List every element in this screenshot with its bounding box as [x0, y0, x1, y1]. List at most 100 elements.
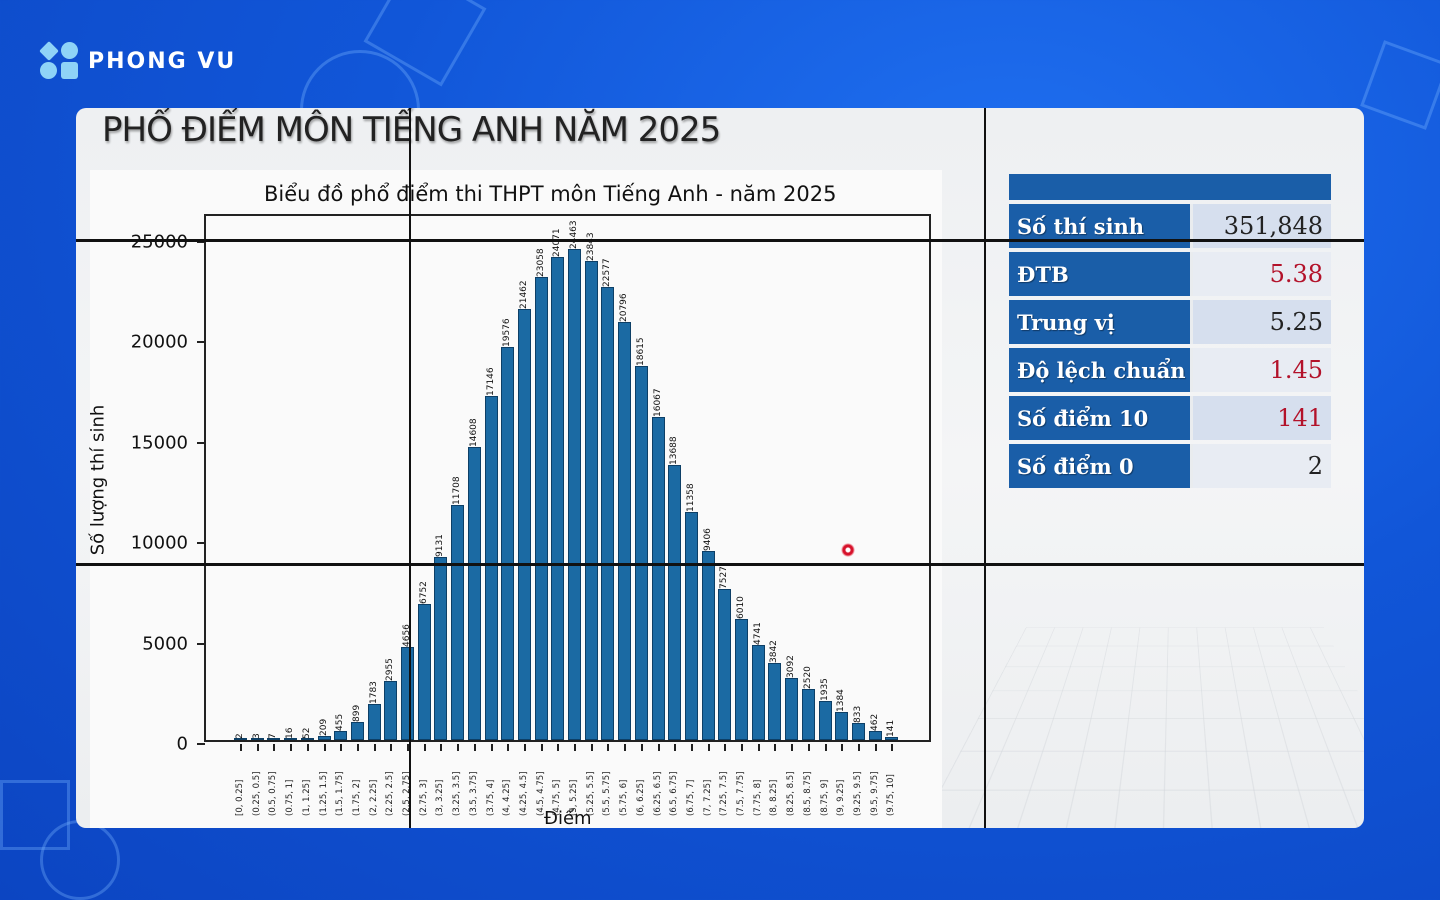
- x-tick-label: (3.25, 3.5]: [452, 771, 463, 816]
- histogram-bar: [584, 261, 598, 740]
- bar-value-label: 4741: [752, 621, 763, 645]
- bar-value-label: 833: [852, 706, 863, 724]
- histogram-bar: [284, 738, 298, 740]
- histogram-bar: [768, 662, 782, 740]
- histogram-bar: [885, 737, 899, 740]
- bar-value-label: 6010: [736, 596, 746, 620]
- bar-value-label: 7: [268, 733, 279, 739]
- screen-seam-line: [984, 108, 986, 828]
- x-tick-label: (4.5, 4.75]: [535, 771, 546, 816]
- x-tick: [891, 744, 894, 751]
- x-tick-label: (2.25, 2.5]: [385, 771, 396, 816]
- bar-series: 2 3 7 16 52 209 455 899 1783 2955 4656 6752 9131 1170…: [206, 216, 929, 740]
- x-tick-label: (2, 2.25]: [368, 779, 379, 816]
- x-tick: [407, 744, 409, 751]
- x-tick-label: (8, 8.25]: [769, 779, 780, 816]
- x-tick-label: (6.25, 6.5]: [652, 771, 663, 816]
- bar-value-label: 9406: [702, 528, 713, 552]
- histogram-bar: [618, 322, 632, 740]
- x-tick: [657, 744, 660, 751]
- bar-value-label: 2955: [385, 657, 396, 681]
- background-square-shape: [0, 780, 70, 850]
- y-tick: [197, 542, 205, 545]
- histogram-bar: [250, 738, 264, 740]
- bar-value-label: 52: [301, 727, 312, 739]
- screen-seam-line: [76, 239, 1364, 242]
- y-tick: [197, 441, 205, 444]
- bar-value-label: 22577: [602, 258, 613, 287]
- x-tick: [240, 744, 242, 751]
- x-tick-label: (0.75, 1]: [285, 779, 296, 816]
- histogram-bar: [501, 346, 515, 740]
- bar-value-label: 462: [869, 713, 880, 731]
- stat-label: Số điểm 10: [1009, 396, 1193, 440]
- x-tick-label: (3.5, 3.75]: [468, 771, 479, 816]
- x-tick: [290, 744, 293, 751]
- y-tick: [197, 743, 205, 745]
- stat-label: Trung vị: [1009, 300, 1193, 344]
- stat-value: 1.45: [1193, 348, 1331, 392]
- stat-value: 5.38: [1193, 252, 1331, 296]
- y-axis-title: Số lượng thí sinh: [87, 404, 109, 556]
- plot-background: [90, 170, 942, 828]
- stat-value: 2: [1193, 444, 1331, 488]
- bar-value-label: 3: [251, 733, 262, 739]
- brand-name: PHONG VU: [88, 48, 237, 74]
- y-tick: [197, 642, 205, 645]
- bar-value-label: 3092: [786, 655, 797, 678]
- x-tick: [874, 744, 877, 751]
- x-tick: [574, 744, 576, 751]
- x-tick-label: (7, 7.25]: [702, 779, 713, 816]
- histogram-bar: [601, 286, 615, 740]
- x-tick: [390, 744, 393, 751]
- histogram-bar: [684, 511, 698, 740]
- x-tick: [857, 744, 860, 751]
- bar-value-label: 19576: [502, 318, 513, 347]
- x-tick: [674, 744, 677, 751]
- x-tick: [690, 744, 693, 751]
- bar-value-label: 1935: [819, 678, 830, 702]
- y-tick-label: 0: [176, 733, 188, 755]
- x-tick-label: (0.25, 0.5]: [251, 771, 262, 816]
- bar-value-label: 23058: [535, 248, 546, 277]
- x-tick-label: (1.75, 2]: [351, 779, 362, 816]
- histogram-bar: [835, 712, 849, 740]
- histogram-bar: [467, 446, 481, 740]
- x-tick: [774, 744, 777, 751]
- stat-value: 5.25: [1193, 300, 1331, 344]
- x-tick-label: (4.25, 4.5]: [518, 771, 529, 816]
- x-tick: [490, 744, 493, 751]
- histogram-bar: [718, 588, 732, 740]
- x-tick: [624, 744, 627, 751]
- bar-value-label: 1783: [368, 681, 379, 705]
- histogram-bar: [801, 689, 815, 740]
- bar-value-label: 13688: [669, 436, 680, 466]
- x-tick-label: (1, 1.25]: [301, 779, 312, 816]
- bar-value-label: 18615: [635, 337, 646, 367]
- x-tick-label: (6, 6.25]: [635, 779, 646, 816]
- bar-value-label: 141: [886, 719, 897, 738]
- histogram-bar: [234, 738, 247, 740]
- bar-value-label: 20796: [619, 293, 630, 323]
- bar-value-label: 16067: [652, 388, 663, 418]
- x-tick: [423, 744, 426, 751]
- x-tick-label: (5.75, 6]: [619, 779, 630, 816]
- histogram-bar: [384, 680, 398, 740]
- stat-label: ĐTB: [1009, 252, 1193, 296]
- bar-value-label: 11708: [452, 476, 463, 505]
- histogram-bar: [634, 366, 648, 740]
- x-tick: [724, 744, 727, 751]
- x-tick: [473, 744, 476, 751]
- bar-value-label: 24071: [552, 228, 563, 257]
- bar-value-label: 9131: [435, 533, 446, 557]
- x-tick: [457, 744, 460, 751]
- x-tick: [807, 744, 810, 751]
- x-tick: [306, 744, 309, 751]
- bar-value-label: 17146: [485, 367, 496, 396]
- x-tick-label: (9.75, 10]: [886, 774, 897, 816]
- x-tick-label: (3.75, 4]: [485, 779, 496, 816]
- x-tick-label: (8.5, 8.75]: [802, 771, 813, 816]
- x-tick: [373, 744, 376, 751]
- chart-title: Biểu đồ phổ điểm thi THPT môn Tiếng Anh …: [264, 182, 837, 206]
- histogram-bar: [417, 604, 431, 740]
